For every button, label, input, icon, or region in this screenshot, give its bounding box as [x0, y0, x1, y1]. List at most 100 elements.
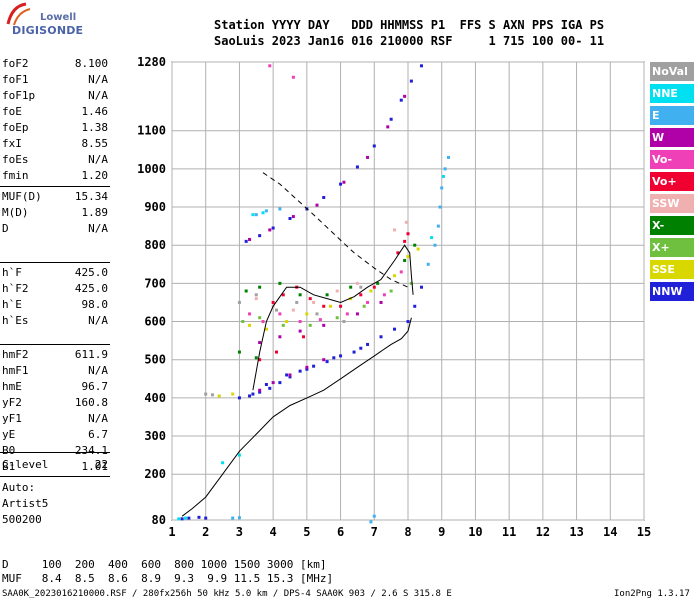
- x-tick-label: 14: [603, 525, 617, 539]
- data-point-nnw: [389, 117, 393, 121]
- data-point-x: [254, 356, 258, 360]
- data-point-vo: [301, 335, 305, 339]
- param-value: 1.20: [81, 169, 109, 182]
- data-point-vo: [258, 358, 262, 362]
- dashed-reference-line: [262, 172, 409, 288]
- param-row-mufd: MUF(D) 15.34: [2, 190, 108, 206]
- x-tick-label: 5: [303, 525, 310, 539]
- data-point-vo: [248, 312, 252, 316]
- data-point-w: [315, 203, 319, 207]
- data-point-w: [258, 341, 262, 345]
- autoscaling-artist: Artist5: [2, 497, 49, 510]
- data-point-ssw: [355, 281, 359, 285]
- data-point-sse: [248, 323, 252, 327]
- data-point-e: [443, 167, 447, 171]
- data-point-nnw: [244, 239, 248, 243]
- data-point-w: [355, 312, 359, 316]
- y-tick-label: 1280: [137, 55, 166, 69]
- data-point-nnw: [325, 360, 329, 364]
- legend-item-vo: Vo+: [650, 172, 694, 191]
- data-point-nnw: [332, 356, 336, 360]
- data-point-nnw: [180, 517, 184, 521]
- x-tick-label: 4: [270, 525, 277, 539]
- data-point-w: [258, 388, 262, 392]
- footer-version: Ion2Png 1.3.17: [614, 589, 690, 599]
- data-point-x: [244, 289, 248, 293]
- param-value: N/A: [88, 314, 108, 327]
- data-point-e: [231, 516, 235, 520]
- param-row-b1: B1 1.01: [2, 460, 108, 476]
- autoscaling-code: 500200: [2, 513, 42, 526]
- data-point-x: [403, 258, 407, 262]
- data-point-nnw: [258, 234, 262, 238]
- data-point-e: [440, 186, 444, 190]
- param-row-hes: h`Es N/A: [2, 314, 108, 330]
- param-name: foF2: [2, 57, 29, 70]
- legend-item-nne: NNE: [650, 84, 694, 103]
- data-point-nnw: [366, 342, 370, 346]
- data-point-nnw: [393, 327, 397, 331]
- data-point-nnw: [359, 346, 363, 350]
- data-point-sse: [369, 289, 373, 293]
- data-point-nnw: [419, 285, 423, 289]
- data-point-w: [288, 373, 292, 377]
- param-name: hmF2: [2, 348, 29, 361]
- param-name: foF1p: [2, 89, 36, 102]
- data-point-ssw: [291, 308, 295, 312]
- data-point-vo: [359, 293, 363, 297]
- param-name: foF1: [2, 73, 29, 86]
- data-point-vo: [261, 320, 265, 324]
- param-name: yF2: [2, 396, 22, 409]
- data-point-nnw: [322, 195, 326, 199]
- data-point-nnw: [352, 350, 356, 354]
- param-name: hmE: [2, 380, 22, 393]
- data-point-x: [237, 350, 241, 354]
- data-point-sse: [285, 320, 289, 324]
- data-point-vo: [291, 75, 295, 79]
- data-point-vo: [275, 350, 279, 354]
- param-row-fmin: fmin 1.20: [2, 169, 108, 185]
- param-row-fxi: fxI 8.55: [2, 137, 108, 153]
- data-point-vo: [281, 293, 285, 297]
- param-row-yf2: yF2 160.8: [2, 396, 108, 412]
- data-point-sse: [305, 312, 309, 316]
- param-value: 22: [94, 458, 108, 471]
- footer-distance-row: D 100 200 400 600 800 1000 1500 3000 [km…: [2, 558, 327, 571]
- data-point-w: [268, 228, 272, 232]
- x-tick-label: 8: [404, 525, 411, 539]
- data-point-ssw: [393, 228, 397, 232]
- data-point-w: [342, 180, 346, 184]
- data-point-nnw: [285, 373, 289, 377]
- data-point-nnw: [271, 226, 275, 230]
- data-point-nne: [237, 453, 241, 457]
- data-point-nne: [177, 517, 181, 521]
- data-point-nnw: [288, 216, 292, 220]
- data-point-e: [237, 516, 241, 520]
- data-point-nnw: [406, 320, 410, 324]
- data-point-x: [413, 243, 417, 247]
- data-point-noval: [237, 300, 241, 304]
- param-value: 96.7: [81, 380, 109, 393]
- param-value: 234.1: [74, 444, 108, 457]
- param-row-hf: h`F 425.0: [2, 266, 108, 282]
- param-value: 8.100: [74, 57, 108, 70]
- data-point-e: [254, 213, 258, 217]
- param-name: h`E: [2, 298, 22, 311]
- digisonde-logo-icon: [6, 2, 31, 26]
- data-point-nnw: [248, 394, 252, 398]
- data-point-nnw: [278, 381, 282, 385]
- param-name: yE: [2, 428, 16, 441]
- data-point-w: [271, 381, 275, 385]
- data-point-ssw: [335, 289, 339, 293]
- data-point-ssw: [404, 220, 408, 224]
- param-row-yf1: yF1 N/A: [2, 412, 108, 428]
- data-point-nnw: [197, 515, 201, 519]
- x-tick-label: 10: [468, 525, 482, 539]
- data-point-sse: [217, 394, 221, 398]
- y-tick-label: 300: [144, 429, 166, 443]
- param-value: N/A: [88, 89, 108, 102]
- data-point-nnw: [419, 64, 423, 68]
- data-point-nne: [430, 236, 434, 240]
- param-name: h`F: [2, 266, 22, 279]
- data-point-vo: [308, 297, 312, 301]
